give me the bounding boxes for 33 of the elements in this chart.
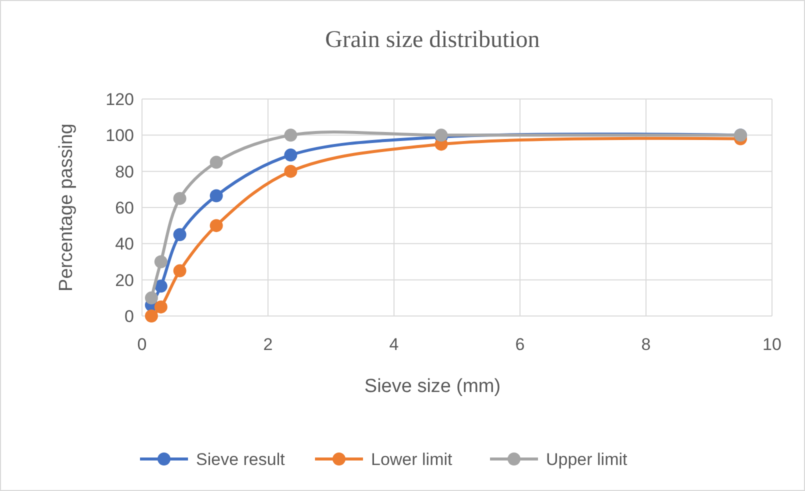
y-tick-label: 20: [115, 270, 134, 290]
legend-label: Upper limit: [546, 450, 628, 469]
y-axis-title: Percentage passing: [56, 124, 77, 292]
point: [154, 300, 168, 314]
legend-label: Lower limit: [371, 450, 453, 469]
point: [210, 219, 223, 232]
point: [154, 255, 168, 268]
point: [284, 148, 298, 162]
x-tick-label: 2: [263, 335, 273, 354]
point: [144, 310, 158, 322]
x-tick-label: 10: [762, 335, 782, 354]
point: [284, 164, 298, 178]
point: [144, 291, 158, 304]
point: [284, 128, 298, 142]
point: [173, 228, 186, 242]
y-tick-label: 80: [115, 162, 134, 182]
x-tick-label: 0: [137, 335, 147, 354]
point: [173, 264, 186, 278]
chart-title: Grain size distribution: [325, 27, 540, 53]
y-tick-label: 100: [106, 126, 134, 146]
x-tick-label: 8: [641, 335, 651, 354]
point: [210, 189, 223, 202]
legend-label: Sieve result: [196, 450, 286, 469]
y-tick-label: 60: [115, 198, 134, 218]
point: [173, 192, 186, 205]
point: [154, 280, 168, 293]
x-tick-label: 6: [515, 335, 525, 354]
y-tick-label: 40: [115, 234, 134, 254]
point: [210, 156, 223, 169]
y-tick-label: 0: [124, 307, 134, 326]
y-tick-label: 120: [106, 90, 134, 109]
x-axis-title: Sieve size (mm): [364, 376, 501, 397]
x-tick-label: 4: [389, 335, 399, 354]
